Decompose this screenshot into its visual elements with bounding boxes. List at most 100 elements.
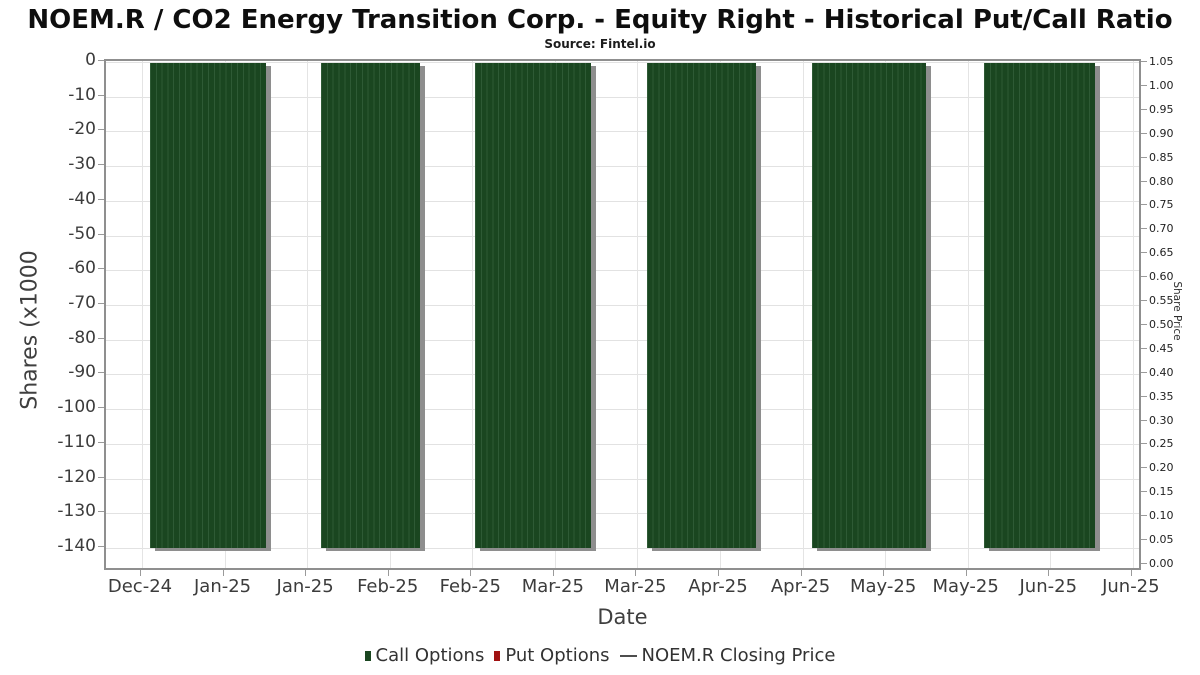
right-tick-label: 0.10: [1149, 509, 1174, 523]
left-tick-mark: [98, 545, 104, 547]
x-tick-mark: [800, 570, 802, 576]
right-tick-label: 0.80: [1149, 174, 1174, 188]
legend-label: Call Options: [375, 645, 485, 666]
right-tick-label: 0.00: [1149, 557, 1174, 570]
right-tick-mark: [1141, 252, 1147, 254]
legend-label: NOEM.R Closing Price: [641, 645, 836, 666]
gridline-v: [802, 61, 804, 568]
legend: Call Options Put Options NOEM.R Closing Pr…: [0, 645, 1200, 666]
gridline-h: [106, 443, 1139, 445]
right-tick-mark: [1141, 84, 1147, 86]
right-axis-title: Share Price: [1171, 281, 1183, 341]
x-tick-label: Jun-25: [1102, 576, 1160, 597]
bar-group-6[interactable]: [984, 63, 1095, 548]
x-tick-label: Jan-25: [276, 576, 334, 597]
gridline-h: [106, 478, 1139, 480]
left-tick-label: 0: [85, 50, 96, 70]
x-tick-label: Jun-25: [1019, 576, 1078, 597]
right-tick-label: 1.00: [1149, 78, 1174, 92]
gridline-h: [106, 270, 1139, 272]
left-tick-mark: [98, 60, 104, 61]
right-tick-mark: [1141, 491, 1147, 493]
x-tick-label: Dec-24: [107, 576, 173, 597]
left-tick-mark: [98, 372, 104, 374]
gridline-h: [106, 409, 1139, 411]
right-tick-label: 0.30: [1149, 413, 1174, 427]
right-tick-label: 0.40: [1149, 365, 1174, 379]
gridline-h: [106, 374, 1139, 376]
right-tick-mark: [1141, 515, 1147, 517]
right-tick-mark: [1141, 300, 1147, 302]
x-tick-mark: [470, 570, 472, 576]
right-tick-label: 0.15: [1149, 485, 1174, 499]
x-tick-mark: [305, 570, 307, 576]
x-tick-mark: [965, 570, 967, 576]
x-tick-mark: [1130, 570, 1132, 576]
right-tick-label: 0.20: [1149, 461, 1174, 475]
left-tick-mark: [98, 337, 104, 339]
right-tick-label: 1.05: [1149, 55, 1174, 68]
right-tick-label: 0.90: [1149, 126, 1174, 140]
right-tick-mark: [1141, 467, 1147, 469]
right-tick-label: 0.45: [1149, 341, 1174, 355]
left-tick-mark: [98, 129, 104, 131]
gridline-v: [967, 61, 969, 568]
x-tick-label: Feb-25: [439, 576, 501, 597]
left-tick-label: -110: [57, 431, 96, 452]
x-tick-mark: [717, 570, 719, 576]
x-tick-mark: [883, 570, 885, 576]
legend-item-put-options: Put Options: [494, 645, 610, 666]
x-tick-label: May-25: [849, 576, 917, 597]
legend-item-noem-r-closing-price: NOEM.R Closing Price: [619, 645, 836, 666]
right-tick-mark: [1141, 228, 1147, 230]
left-tick-mark: [98, 407, 104, 409]
x-tick-label: Feb-25: [357, 576, 419, 597]
x-tick-mark: [222, 570, 224, 576]
left-tick-mark: [98, 476, 104, 478]
bar-group-1[interactable]: [150, 63, 266, 548]
left-tick-mark: [98, 233, 104, 235]
right-tick-mark: [1141, 156, 1147, 158]
left-tick-label: -80: [68, 327, 96, 348]
left-tick-label: -90: [68, 362, 96, 383]
legend-item-call-options: Call Options: [364, 645, 485, 666]
right-tick-label: 0.65: [1149, 246, 1174, 260]
gridline-v: [637, 61, 639, 568]
bar-group-3[interactable]: [475, 63, 591, 548]
x-tick-mark: [140, 570, 141, 576]
x-tick-label: Mar-25: [604, 576, 667, 597]
bar-group-2[interactable]: [321, 63, 420, 548]
left-tick-mark: [98, 441, 104, 443]
right-tick-mark: [1141, 371, 1147, 373]
gridline-h: [106, 96, 1139, 98]
bar-group-4[interactable]: [647, 63, 756, 548]
x-tick-mark: [387, 570, 389, 576]
right-tick-label: 0.35: [1149, 389, 1174, 403]
left-tick-label: -60: [68, 258, 96, 279]
right-tick-mark: [1141, 395, 1147, 397]
x-tick-label: Jan-25: [193, 576, 252, 597]
right-tick-mark: [1141, 276, 1147, 278]
legend-square-icon: [364, 650, 371, 661]
right-tick-label: 0.95: [1149, 102, 1174, 116]
gridline-h: [106, 304, 1139, 306]
left-tick-mark: [98, 198, 104, 200]
gridline-v: [472, 61, 474, 568]
left-tick-label: -140: [57, 535, 96, 556]
bar-group-5[interactable]: [812, 63, 926, 548]
x-tick-mark: [552, 570, 554, 576]
gridline-v: [1132, 61, 1134, 568]
gridline-h: [106, 547, 1139, 549]
right-tick-mark: [1141, 108, 1147, 110]
x-tick-label: Apr-25: [770, 576, 831, 597]
left-tick-label: -40: [68, 188, 96, 209]
gridline-h: [106, 131, 1139, 133]
right-tick-mark: [1141, 180, 1147, 182]
legend-line-icon: [619, 654, 637, 657]
legend-label: Put Options: [505, 645, 610, 666]
gridline-h: [106, 235, 1139, 237]
x-tick-mark: [1048, 570, 1050, 576]
left-tick-label: -10: [68, 84, 96, 105]
right-tick-label: 0.70: [1149, 222, 1174, 236]
gridline-h: [106, 62, 1139, 63]
